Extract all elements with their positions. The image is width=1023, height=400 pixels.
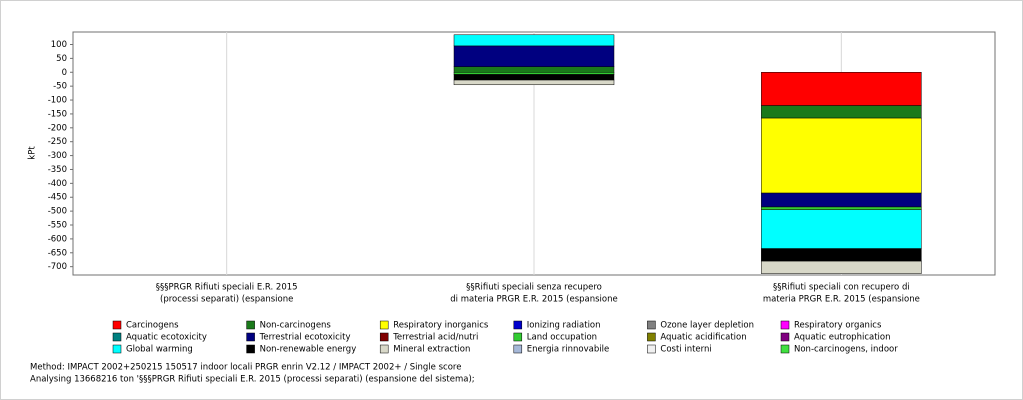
- y-tick-label: -600: [48, 234, 67, 244]
- y-tick-label: -400: [48, 179, 67, 189]
- y-tick-label: -450: [48, 193, 67, 203]
- legend-label: Carcinogens: [126, 321, 179, 331]
- legend-swatch: [513, 320, 523, 330]
- x-tick-label: di materia PRGR E.R. 2015 (espansione: [450, 295, 618, 305]
- bar-segment: [761, 105, 922, 119]
- bar-segment: [761, 192, 922, 208]
- y-tick-label: -550: [48, 221, 67, 231]
- legend-swatch: [379, 344, 389, 354]
- legend-label: Land occupation: [527, 333, 597, 343]
- bar-segment: [453, 79, 615, 86]
- y-tick-label: -700: [48, 262, 67, 272]
- legend-label: Terrestrial acid/nutri: [392, 333, 478, 343]
- bar-segment: [761, 209, 922, 249]
- legend-label: Costi interni: [660, 345, 711, 355]
- legend-label: Mineral extraction: [393, 345, 470, 355]
- x-tick-label: §§Rifiuti speciali senza recupero: [466, 283, 602, 293]
- bar-segment: [761, 206, 922, 210]
- legend-swatch: [246, 344, 255, 354]
- legend-label: Ionizing radiation: [527, 321, 601, 331]
- legend-swatch: [647, 344, 656, 354]
- y-tick-label: -300: [48, 151, 67, 161]
- legend-label: Non-carcinogens: [260, 321, 332, 331]
- legend-label: Ozone layer depletion: [660, 321, 754, 331]
- legend-label: Respiratory inorganics: [393, 321, 489, 331]
- legend-swatch: [513, 344, 523, 354]
- legend-swatch: [246, 332, 255, 342]
- y-tick-label: -650: [48, 248, 67, 258]
- legend-swatch: [379, 332, 389, 342]
- legend-label: Energia rinnovabile: [527, 345, 609, 355]
- legend-label: Non-renewable energy: [260, 345, 357, 355]
- legend-swatch: [379, 320, 389, 330]
- x-tick-label: materia PRGR E.R. 2015 (espansione: [763, 295, 920, 305]
- legend-label: Aquatic ecotoxicity: [126, 333, 207, 343]
- y-tick-label: -350: [48, 165, 67, 175]
- bar-segment: [453, 72, 615, 75]
- y-tick-label: -250: [48, 137, 67, 147]
- y-axis-label: kPt: [28, 146, 38, 160]
- y-tick-label: -150: [48, 109, 67, 119]
- x-tick-label: (processi separati) (espansione: [160, 295, 293, 305]
- y-tick-label: -500: [48, 207, 67, 217]
- legend-swatch: [780, 320, 790, 330]
- bar-segment: [453, 74, 615, 81]
- y-tick-label: 100: [51, 40, 67, 50]
- bar-segment: [453, 66, 615, 73]
- legend-label: Terrestrial ecotoxicity: [259, 333, 351, 343]
- bar-segment: [761, 260, 922, 274]
- legend-swatch: [246, 320, 255, 330]
- bar-segment: [453, 34, 615, 47]
- y-tick-label: -200: [48, 123, 67, 133]
- x-tick-label: §§Rifiuti speciali con recupero di: [773, 283, 910, 293]
- legend-swatch: [513, 332, 523, 342]
- y-tick-label: -50: [53, 82, 67, 92]
- legend-swatch: [780, 344, 790, 354]
- bar-segment: [453, 45, 615, 67]
- legend-label: Global warming: [126, 345, 193, 355]
- bar-segment: [761, 117, 922, 194]
- legend-swatch: [647, 332, 656, 342]
- legend-swatch: [112, 344, 122, 354]
- y-tick-label: 0: [62, 68, 67, 78]
- legend-label: Non-carcinogens, indoor: [794, 345, 898, 355]
- method-note: Method: IMPACT 2002+250215 150517 indoor…: [30, 363, 461, 373]
- legend-swatch: [780, 332, 790, 342]
- analysing-note: Analysing 13668216 ton '§§§PRGR Rifiuti …: [30, 375, 475, 385]
- legend-swatch: [112, 332, 122, 342]
- y-tick-label: 50: [56, 54, 67, 64]
- legend-label: Aquatic eutrophication: [794, 333, 891, 343]
- y-tick-label: -100: [48, 96, 67, 106]
- legend-swatch: [112, 320, 122, 330]
- bar-segment: [761, 248, 922, 262]
- legend-label: Aquatic acidification: [660, 333, 746, 343]
- legend-swatch: [647, 320, 656, 330]
- legend-label: Respiratory organics: [794, 321, 882, 331]
- bar-segment: [761, 72, 922, 106]
- x-tick-label: §§§PRGR Rifiuti speciali E.R. 2015: [156, 283, 298, 293]
